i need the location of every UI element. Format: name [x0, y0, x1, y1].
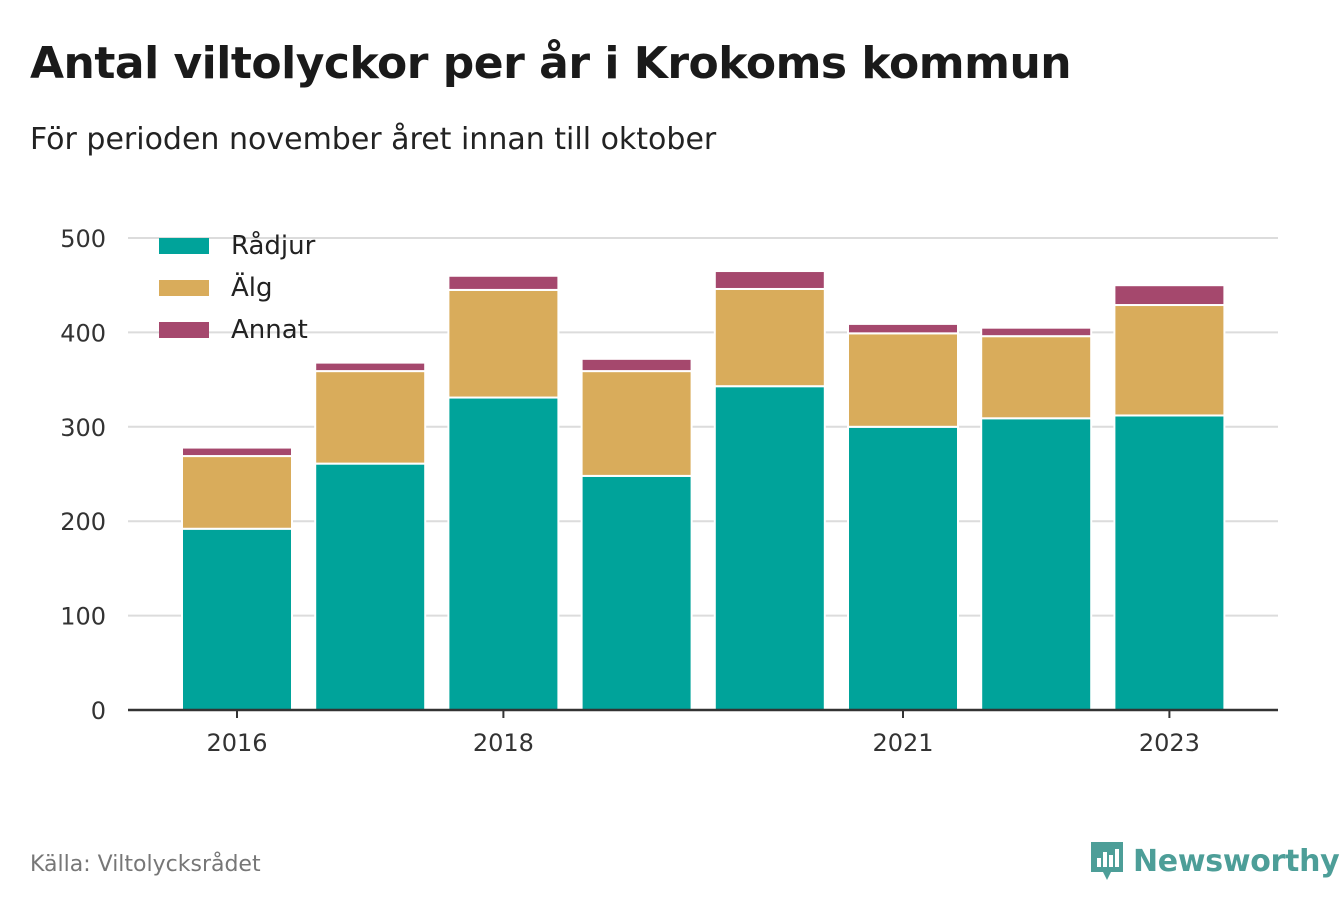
legend-label: Älg — [231, 271, 273, 303]
brand-logo-block: Newsworthy — [1089, 840, 1340, 882]
bar-segment-2017-3 — [314, 361, 427, 373]
bars — [181, 270, 1226, 712]
bar-segment-2017-1 — [314, 462, 427, 711]
legend: Rådjur Älg Annat — [159, 230, 316, 345]
bar-segment-2020-3 — [713, 270, 826, 290]
y-tick-label: 500 — [60, 225, 106, 253]
bar-segment-2019-3 — [580, 357, 693, 373]
bar-segment-2020-1 — [713, 385, 826, 711]
y-tick-label: 0 — [91, 697, 106, 725]
legend-swatch — [159, 322, 209, 338]
brand-name: Newsworthy — [1133, 843, 1340, 879]
axes: 0 100 200 300 400 500 2016 2018 2021 2023 — [60, 225, 1278, 757]
grid-lines — [128, 237, 1278, 617]
bar-segment-2021-2 — [847, 332, 959, 428]
newsworthy-logo-icon — [1091, 842, 1123, 880]
bar-segment-2023-2 — [1113, 304, 1226, 417]
bar-segment-2022-1 — [980, 417, 1093, 711]
x-tick-label: 2018 — [473, 729, 534, 757]
x-tick-label: 2016 — [206, 729, 267, 757]
legend-label: Annat — [231, 315, 308, 345]
chart-subtitle: För perioden november året innan till ok… — [30, 122, 717, 157]
y-tick-label: 400 — [60, 319, 106, 347]
bar-segment-2021-1 — [847, 425, 959, 711]
bar-segment-2019-2 — [580, 370, 693, 477]
bar-segment-2016-2 — [181, 455, 293, 530]
source-note: Källa: Viltolycksrådet — [30, 852, 261, 877]
chart-title: Antal viltolyckor per år i Krokoms kommu… — [30, 38, 1072, 89]
bar-segment-2016-1 — [181, 527, 293, 712]
bar-segment-2018-2 — [447, 288, 560, 399]
y-tick-label: 100 — [60, 603, 106, 631]
bar-segment-2023-1 — [1113, 414, 1226, 711]
legend-swatch — [159, 280, 209, 296]
bar-segment-2019-1 — [580, 474, 693, 711]
bar-segment-2020-2 — [713, 287, 826, 388]
bar-segment-2021-3 — [847, 322, 959, 335]
y-tick-label: 300 — [60, 414, 106, 442]
bar-segment-2018-3 — [447, 274, 560, 291]
bar-segment-2018-1 — [447, 396, 560, 711]
bar-segment-2022-2 — [980, 335, 1093, 420]
bar-segment-2022-3 — [980, 326, 1093, 338]
bar-segment-2016-3 — [181, 446, 293, 458]
y-tick-label: 200 — [60, 508, 106, 536]
bar-segment-2023-3 — [1113, 284, 1226, 307]
bar-segment-2017-2 — [314, 370, 427, 465]
x-tick-label: 2021 — [872, 729, 933, 757]
legend-label: Rådjur — [231, 230, 316, 261]
x-tick-label: 2023 — [1139, 729, 1200, 757]
legend-swatch — [159, 238, 209, 254]
